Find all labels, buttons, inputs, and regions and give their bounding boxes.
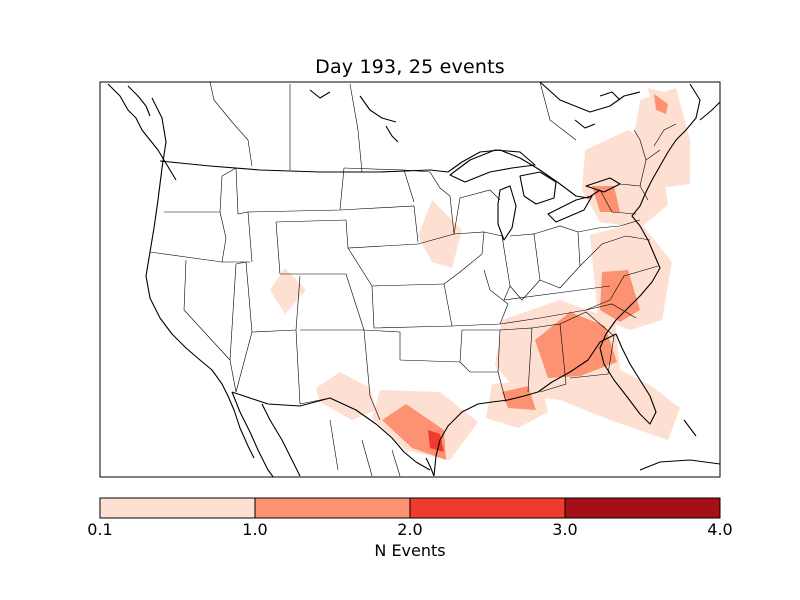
- event-region-houston: [428, 430, 444, 452]
- colorbar-tick-label: 2.0: [397, 520, 423, 539]
- colorbar-bin: [410, 498, 565, 518]
- event-region-georgia: [535, 312, 617, 378]
- event-region-utah: [270, 268, 306, 314]
- colorbar-bin: [100, 498, 255, 518]
- colorbar-bin: [255, 498, 410, 518]
- colorbar-tick-label: 4.0: [707, 520, 733, 539]
- colorbar: [99, 497, 721, 519]
- event-region-iowa: [418, 200, 462, 268]
- colorbar-tick-label: 3.0: [552, 520, 578, 539]
- chart-title: Day 193, 25 events: [315, 56, 505, 78]
- event-region-newengland: [632, 88, 690, 188]
- colorbar-tick-label: 0.1: [87, 520, 113, 539]
- colorbar-bin: [565, 498, 720, 518]
- map-area: [107, 82, 720, 477]
- state-border-layer: [149, 82, 677, 477]
- coastline-layer: [107, 82, 720, 477]
- event-region-nc: [600, 270, 640, 322]
- map-frame: [99, 81, 721, 478]
- event-region-ny: [592, 186, 620, 212]
- colorbar-label: N Events: [374, 541, 446, 560]
- event-region-texas-west: [316, 372, 376, 420]
- event-region-maine-core: [654, 94, 668, 114]
- event-region-louisiana: [502, 386, 536, 410]
- colorbar-tick-label: 1.0: [242, 520, 268, 539]
